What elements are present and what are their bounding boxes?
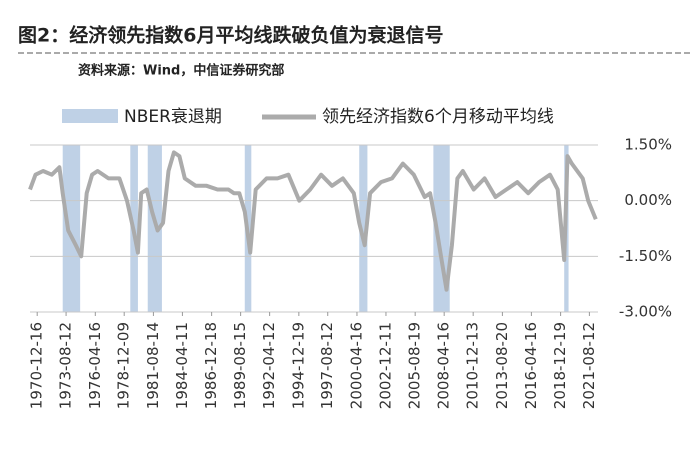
x-tick-label: 1992-04-12: [260, 322, 278, 409]
recession-band: [433, 145, 450, 312]
x-tick-label: 1978-12-09: [115, 322, 133, 409]
y-tick-label: -1.50%: [619, 247, 672, 265]
chart-subtitle: 资料来源：Wind，中信证券研究部: [78, 63, 284, 79]
x-tick-label: 1970-12-16: [28, 322, 46, 409]
x-tick-label: 2021-08-12: [580, 322, 598, 409]
y-tick-label: 1.50%: [624, 136, 672, 154]
x-tick-label: 1994-12-19: [289, 322, 307, 409]
x-tick-label: 2010-12-13: [464, 322, 482, 409]
x-tick-label: 2013-08-20: [493, 322, 511, 409]
x-tick-label: 1986-12-18: [202, 322, 220, 409]
x-tick-label: 1989-08-15: [231, 322, 249, 409]
x-tick-label: 2018-12-19: [551, 322, 569, 409]
y-tick-label: -3.00%: [619, 303, 672, 321]
y-tick-label: 0.00%: [624, 191, 672, 209]
x-tick-label: 1976-04-16: [86, 322, 104, 409]
chart-title: 图2：经济领先指数6月平均线跌破负值为衰退信号: [18, 24, 443, 47]
legend-swatch: [62, 109, 118, 123]
x-tick-label: 1997-08-12: [318, 322, 336, 409]
legend-label: 领先经济指数6个月移动平均线: [322, 107, 554, 127]
recession-band: [359, 145, 368, 312]
x-tick-label: 1984-04-11: [173, 322, 191, 409]
legend-label: NBER衰退期: [124, 107, 222, 127]
x-tick-label: 1973-08-12: [57, 322, 75, 409]
x-tick-label: 2008-04-16: [435, 322, 453, 409]
x-tick-label: 2005-08-19: [406, 322, 424, 409]
series-line: [28, 150, 598, 292]
x-tick-label: 2000-04-16: [347, 322, 365, 409]
x-tick-label: 2002-12-11: [376, 322, 394, 409]
recession-band: [62, 145, 81, 312]
x-tick-label: 2016-04-16: [522, 322, 540, 409]
x-tick-label: 1981-08-14: [144, 322, 162, 409]
recession-band: [147, 145, 162, 312]
